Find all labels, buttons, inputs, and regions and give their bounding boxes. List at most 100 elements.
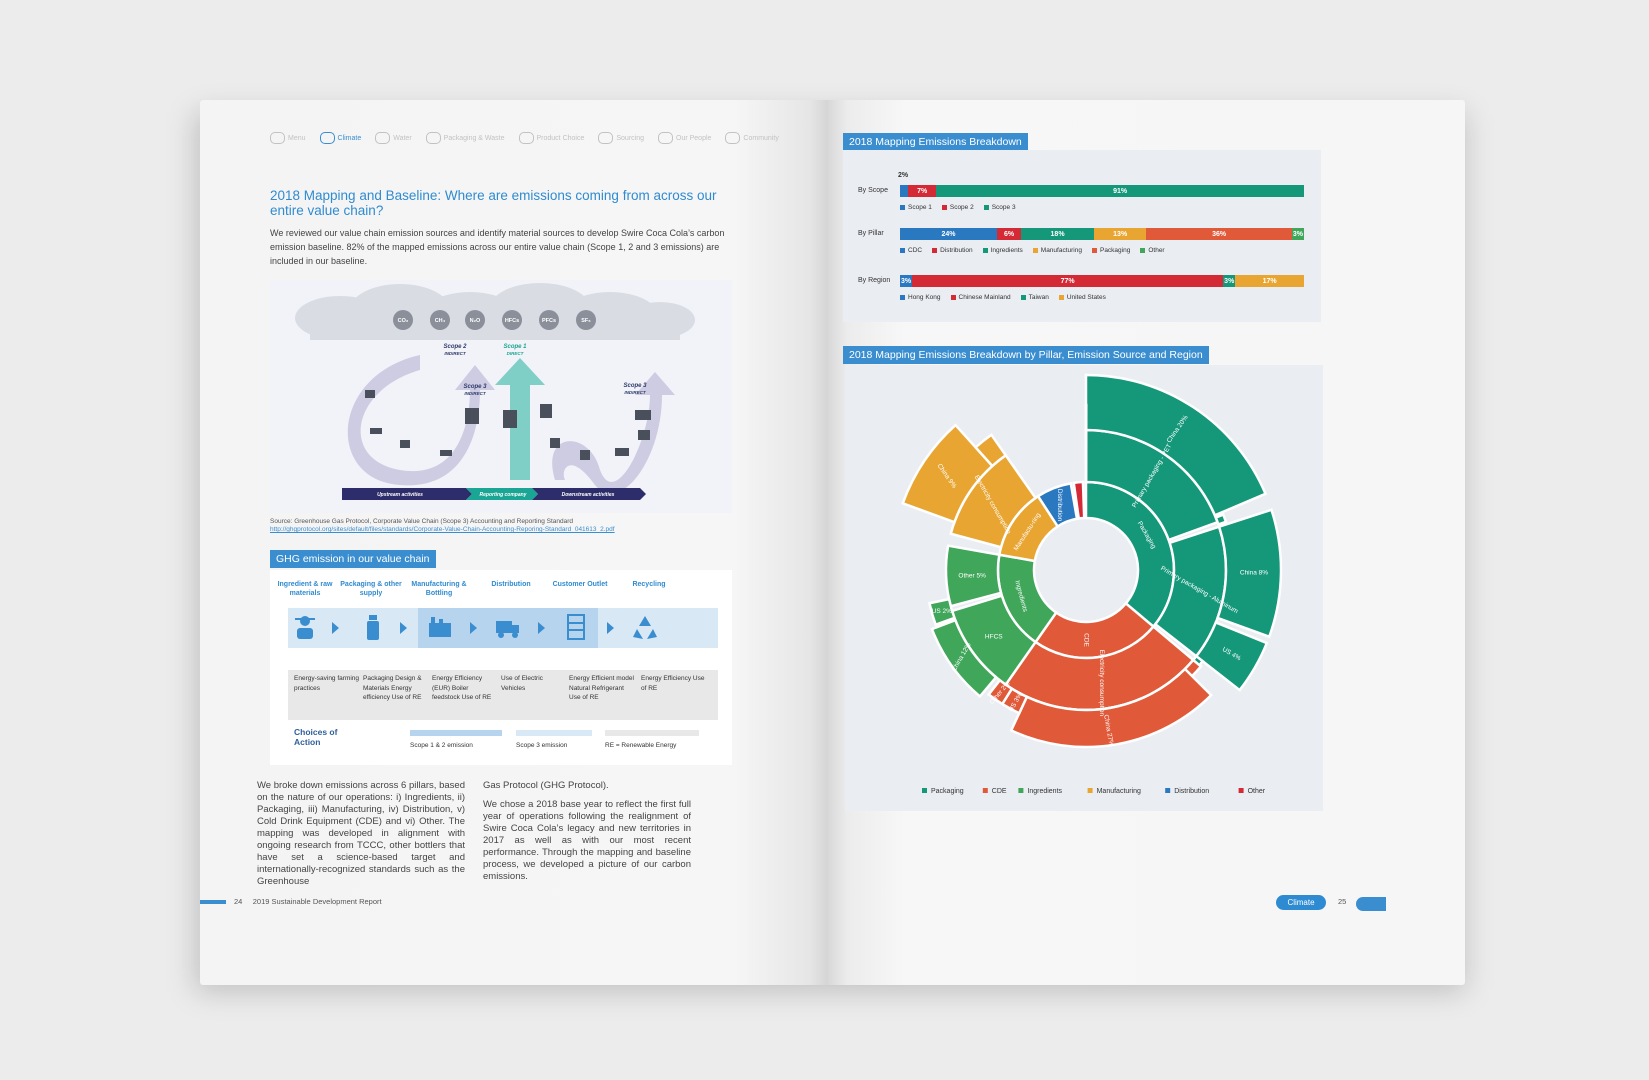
recycle-icon xyxy=(425,132,441,144)
source-link[interactable]: http://ghgprotocol.org/sites/default/fil… xyxy=(270,526,615,533)
chevron-right-icon xyxy=(332,622,339,634)
value-chain: Ingredient & raw materials Packaging & o… xyxy=(270,570,732,765)
left-page: Menu Climate Water Packaging & Waste Pro… xyxy=(200,100,828,985)
stage-title: Distribution xyxy=(491,581,531,588)
ghg-section-label: GHG emission in our value chain xyxy=(270,550,436,568)
sunburst-us2 xyxy=(928,597,957,627)
nav-menu[interactable]: Menu xyxy=(270,132,306,144)
sunburst-label: US 2% xyxy=(932,608,952,615)
choices-of-action: Choices of Action xyxy=(294,727,338,747)
upstream-bar xyxy=(342,488,472,500)
stacked-bar: 24% 6% 18% 13% 36% 3% xyxy=(900,228,1304,240)
nav-packaging[interactable]: Packaging & Waste xyxy=(425,132,505,144)
scope3-downstream-sub: INDIRECT xyxy=(624,390,647,395)
water-icon xyxy=(375,132,391,144)
legend-label: CDC xyxy=(908,247,923,254)
legend-swatch xyxy=(410,730,502,736)
scope1-title: Scope 1 xyxy=(503,344,527,350)
footer-accent xyxy=(200,900,226,904)
scope-diagram: CO₂ CH₄ N₂O HFCs PFCs SF₆ Scope 2 INDIRE… xyxy=(270,280,732,513)
legend-label: Distribution xyxy=(940,247,973,254)
stacked-bar: 7% 91% xyxy=(900,185,1304,197)
stage-action: Energy Efficiency Use of RE xyxy=(641,675,705,692)
scope2-sub: INDIRECT xyxy=(444,351,467,356)
legend-label: Manufacturing xyxy=(1097,788,1141,795)
sunburst-orange-sliver xyxy=(973,433,1008,468)
actions-band xyxy=(288,670,718,720)
stage-title: Ingredient & raw materials xyxy=(277,581,333,597)
source-note: Source: Greenhouse Gas Protocol, Corpora… xyxy=(270,518,740,534)
legend-label: Manufacturing xyxy=(1040,247,1082,254)
legend-item: Packaging xyxy=(1091,247,1131,254)
activity-label: Upstream activities xyxy=(377,492,423,498)
climate-pill[interactable]: Climate xyxy=(1276,895,1326,910)
stage-title: Recycling xyxy=(632,581,666,588)
legend-swatch xyxy=(900,295,905,300)
legend-label: Scope 3 xyxy=(991,204,1016,211)
nav-people[interactable]: Our People xyxy=(658,132,711,144)
chevron-right-icon xyxy=(607,622,614,634)
legend-item: Distribution xyxy=(932,247,973,254)
nav-sourcing[interactable]: Sourcing xyxy=(598,132,644,144)
nav-product[interactable]: Product Choice xyxy=(518,132,584,144)
gas-label: SF₆ xyxy=(581,318,591,324)
legend-label: Packaging xyxy=(1099,247,1131,254)
legend-label: Packaging xyxy=(931,788,964,795)
scope2-arrow xyxy=(347,355,495,486)
body-paragraph: We chose a 2018 base year to reflect the… xyxy=(483,799,691,882)
footer-accent xyxy=(1356,897,1386,911)
scope1-sub: DIRECT xyxy=(507,351,525,356)
sunburst-chart: PackagingCDEIngredientsManufactu-ringDis… xyxy=(901,373,1283,795)
nav-water[interactable]: Water xyxy=(375,132,412,144)
legend-item: Ingredients xyxy=(982,247,1023,254)
chevron-right-icon xyxy=(538,622,545,634)
bar-segment: 24% xyxy=(900,228,997,240)
stage-action: Packaging Design & Materials Energy effi… xyxy=(363,675,422,701)
bar-segment: 3% xyxy=(1291,228,1304,240)
nav-community[interactable]: Community xyxy=(725,132,779,144)
legend-item: Scope 2 xyxy=(941,204,974,211)
legend-swatch xyxy=(950,295,956,300)
legend-swatch xyxy=(941,205,947,210)
legend-swatch xyxy=(1058,295,1064,300)
intro-text: We reviewed our value chain emission sou… xyxy=(270,228,725,266)
nav-climate[interactable]: Climate xyxy=(319,132,361,144)
legend-swatch xyxy=(1032,248,1038,253)
people-icon xyxy=(658,132,673,144)
downstream-bar xyxy=(532,488,646,500)
sunburst-sliver xyxy=(1214,512,1228,527)
scope1-arrow xyxy=(495,358,545,480)
bar-segment: 36% xyxy=(1146,228,1292,240)
body-column-2: Gas Protocol (GHG Protocol). We chose a … xyxy=(483,780,691,890)
activity-label: Reporting company xyxy=(480,492,527,498)
sunburst-label: Distribution xyxy=(1056,489,1063,522)
sunburst-china9 xyxy=(901,423,995,524)
legend-item: Other xyxy=(1140,247,1165,254)
gas-label: N₂O xyxy=(470,318,481,324)
legend-swatch xyxy=(516,730,592,736)
bar-segment: 18% xyxy=(1021,228,1094,240)
stage-action: Energy Efficient model Natural Refrigera… xyxy=(569,675,634,701)
legend-label: Scope 1 xyxy=(908,204,932,211)
stacked-bar: 3% 77% 3% 17% xyxy=(900,275,1304,287)
gas-label: CH₄ xyxy=(435,318,446,324)
sunburst-label: Other 5% xyxy=(958,573,986,580)
sunburst-label: Electricity consumption xyxy=(1098,650,1105,717)
chevron-right-icon xyxy=(470,622,477,634)
body-column-1: We broke down emissions across 6 pillars… xyxy=(257,780,465,895)
legend-label: Ingredients xyxy=(990,247,1023,254)
scope3-downstream-title: Scope 3 xyxy=(623,383,647,389)
legend-swatch xyxy=(1018,788,1024,793)
farmer-icon xyxy=(295,616,315,639)
scope2-title: Scope 2 xyxy=(443,344,467,350)
gas-label: HFCs xyxy=(505,318,519,324)
stacked-bar-panel: By Scope 7% 91% 2% Scope 1 Scope 2 Scope 3 By P… xyxy=(843,150,1321,322)
stage-title: Packaging & other supply xyxy=(340,581,402,597)
legend-swatch xyxy=(922,788,927,793)
legend-label: Distribution xyxy=(1174,788,1209,795)
legend-swatch xyxy=(900,248,905,253)
cloud-band xyxy=(295,283,695,340)
sunburst-label: China 8% xyxy=(1240,570,1268,577)
reporting-bar xyxy=(466,488,538,500)
scope3-upstream-title: Scope 3 xyxy=(463,384,487,390)
